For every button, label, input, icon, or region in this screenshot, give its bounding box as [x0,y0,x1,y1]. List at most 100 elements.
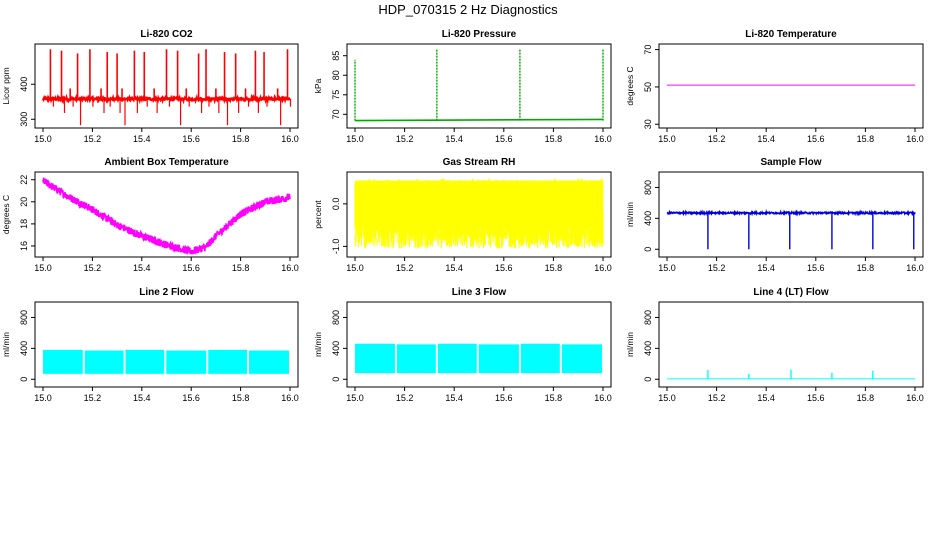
y-tick-label: 20 [19,197,29,207]
y-tick-label: 800 [643,310,653,325]
y-tick-label: 0 [643,377,653,382]
chart-panel-1: Li-820 CO2 Licor ppm 15.0 15.2 15.4 15.6 15.8 1… [1,29,299,144]
x-tick-label: 15.6 [182,263,200,273]
y-axis-label: degrees C [1,195,11,234]
y-tick-label: 0 [331,377,341,382]
y-tick-label: 0 [643,247,653,252]
y-tick-label: 800 [643,180,653,195]
x-tick-label: 16.0 [906,134,924,144]
x-tick-label: 15.2 [84,134,102,144]
chart-title: Li-820 CO2 [140,29,193,40]
chart-title: Ambient Box Temperature [104,157,229,168]
y-tick-label: 22 [19,175,29,185]
chart-title: Line 3 Flow [452,287,507,298]
sample-flow-trace [666,208,916,217]
chart-panel-9: Line 4 (LT) Flow ml/min 15.0 15.2 15.4 15.6 15… [625,287,924,403]
y-axis-label: percent [313,200,323,229]
x-tick-label: 15.4 [757,134,775,144]
plot-frame [346,301,612,388]
y-tick-label: 400 [19,341,29,356]
y-tick-label: 300 [19,112,29,127]
chart-panel-6: Sample Flow ml/min 15.0 15.2 15.4 15.6 15.8 16.… [625,157,924,273]
data-series [667,369,915,380]
x-tick-label: 15.4 [445,134,463,144]
y-tick-label: 0.0 [331,198,341,211]
y-tick-label: 400 [643,341,653,356]
x-tick-label: 15.6 [807,263,825,273]
x-tick-label: 15.0 [346,134,364,144]
x-tick-label: 15.8 [232,263,250,273]
chart-title: Line 2 Flow [139,287,194,298]
x-tick-label: 15.2 [396,393,414,403]
flow-band-segment [478,344,519,374]
y-tick-label: 400 [643,211,653,226]
x-tick-label: 15.4 [445,393,463,403]
x-tick-label: 16.0 [281,393,299,403]
x-tick-label: 15.6 [495,134,513,144]
chart-panel-8: Line 3 Flow ml/min 15.0 15.2 15.4 15.6 15.8 16.… [313,287,612,403]
x-tick-label: 15.8 [545,393,563,403]
rh-band [355,180,603,228]
y-tick-label: 0 [19,377,29,382]
x-tick-label: 15.0 [34,134,52,144]
x-tick-label: 15.4 [133,134,151,144]
x-tick-label: 15.0 [346,263,364,273]
y-tick-label: 75 [331,90,341,100]
pressure-trace [354,118,604,122]
flow-band-segment [166,350,207,374]
flow-band-segment [396,344,436,374]
x-tick-label: 16.0 [594,263,612,273]
data-series [666,208,916,250]
flow-band-segment [520,343,560,374]
y-tick-label: 400 [19,77,29,92]
x-tick-label: 15.0 [34,393,52,403]
chart-title: Li-820 Pressure [442,29,517,40]
x-tick-label: 15.8 [545,134,563,144]
x-tick-label: 15.2 [84,263,102,273]
y-axis-label: degrees C [625,66,635,105]
y-tick-label: 16 [19,241,29,251]
data-series [41,49,292,126]
data-series [354,48,604,122]
y-axis-label: Licor ppm [1,67,11,104]
y-tick-label: 80 [331,70,341,80]
x-tick-label: 16.0 [906,263,924,273]
flow-band-segment [125,349,165,374]
data-series [42,177,291,256]
plot-frame [34,43,299,129]
x-tick-label: 15.4 [133,393,151,403]
y-tick-label: 85 [331,51,341,61]
chart-panel-5: Gas Stream RH percent 15.0 15.2 15.4 15.6 15.8… [313,157,612,273]
plot-frame [346,171,612,258]
ambient-temperature-trace [42,177,291,256]
x-tick-label: 15.0 [34,263,52,273]
x-tick-label: 15.8 [545,263,563,273]
flow-band-segment [561,344,603,374]
y-axis-label: ml/min [625,202,635,227]
data-series [355,343,603,374]
y-tick-label: -1.0 [331,239,341,255]
y-tick-label: 800 [19,310,29,325]
x-tick-label: 15.6 [495,263,513,273]
y-axis-label: ml/min [1,332,11,357]
y-tick-label: 50 [643,82,653,92]
plot-frame [658,171,924,258]
x-tick-label: 15.2 [396,134,414,144]
x-tick-label: 15.8 [232,393,250,403]
flow-band-segment [208,349,248,374]
x-tick-label: 15.2 [396,263,414,273]
x-tick-label: 16.0 [906,393,924,403]
plot-frame [346,43,612,129]
flow-band-segment [248,350,290,374]
plot-frame [34,301,299,388]
chart-title: Li-820 Temperature [745,29,837,40]
plot-frame [658,43,924,129]
chart-panel-4: Ambient Box Temperature degrees C 15.0 15.2… [1,157,299,273]
x-tick-label: 15.0 [658,263,676,273]
x-tick-label: 16.0 [594,134,612,144]
x-tick-label: 15.2 [84,393,102,403]
chart-title: Sample Flow [760,157,821,168]
plot-frame [34,171,299,258]
y-tick-label: 70 [643,45,653,55]
y-tick-label: 18 [19,219,29,229]
